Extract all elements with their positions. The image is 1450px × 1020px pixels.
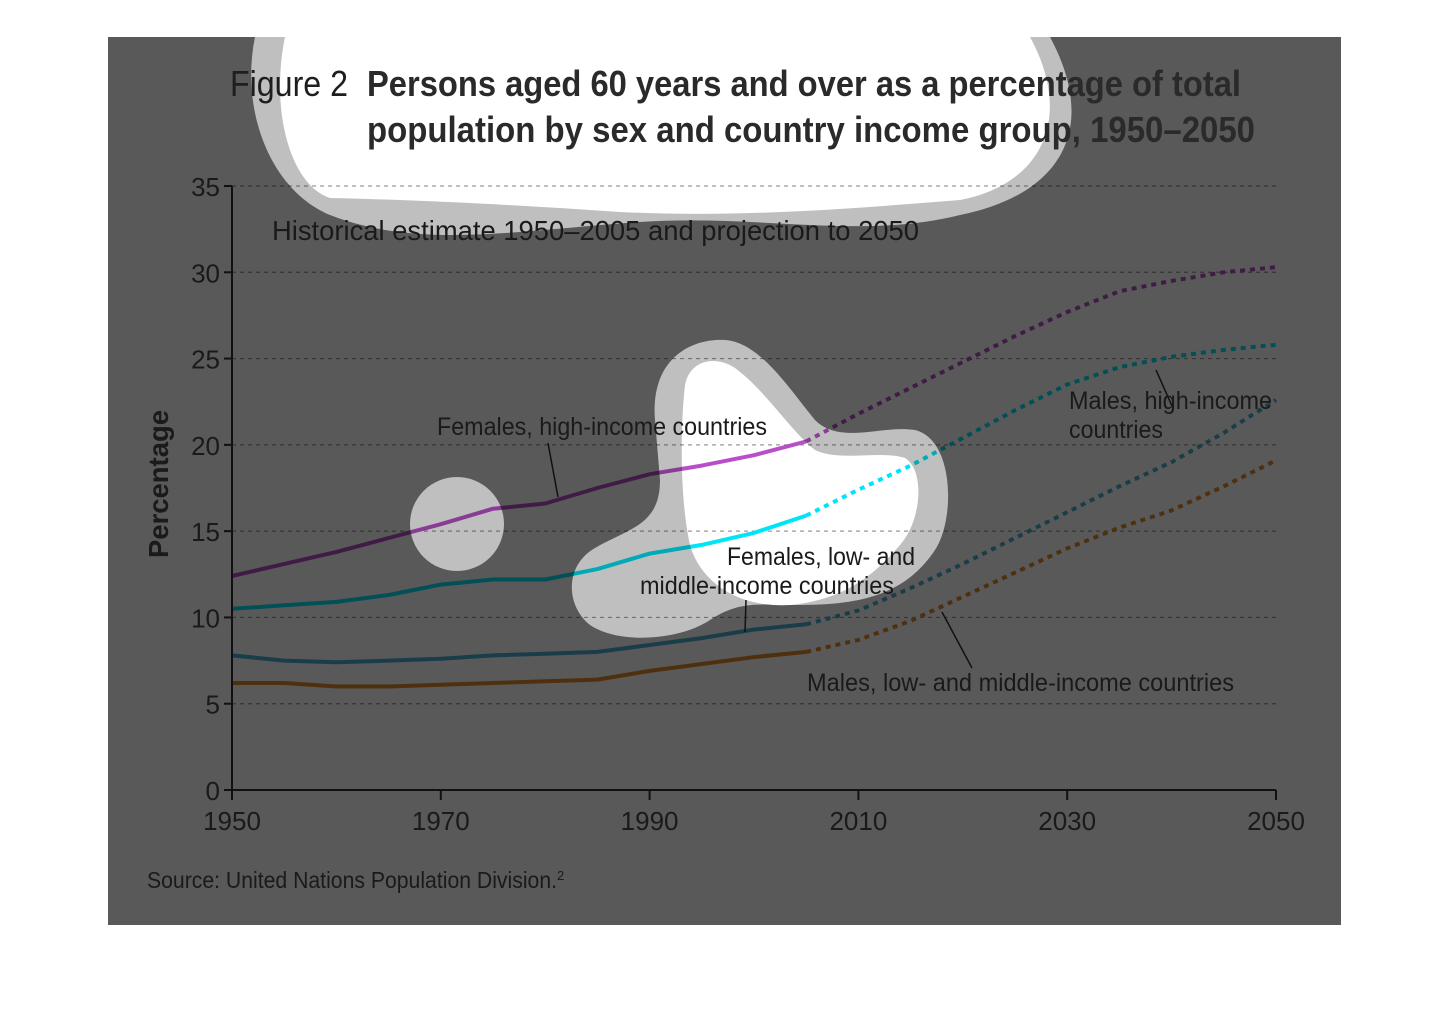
pointer-females-low [744, 599, 747, 633]
pointer-females-high [547, 442, 559, 498]
x-tick-label: 2030 [1038, 806, 1096, 836]
y-tick-label: 10 [191, 603, 220, 633]
pointer-males-low [941, 611, 973, 669]
chart-title-line1: Persons aged 60 years and over as a perc… [367, 63, 1241, 104]
y-tick-label: 35 [191, 172, 220, 202]
annotation-males-low: Males, low- and middle-income countries [807, 669, 1234, 697]
source-footnote: 2 [557, 868, 564, 883]
x-tick-label: 2010 [829, 806, 887, 836]
annotation-females-low-line1: Females, low- and [727, 543, 915, 571]
x-tick-label: 1970 [412, 806, 470, 836]
x-tick-label: 1990 [621, 806, 679, 836]
y-tick-label: 5 [206, 690, 220, 720]
y-tick-label: 20 [191, 431, 220, 461]
annotation-males-high-line2: countries [1069, 416, 1163, 444]
pointer-males-high [1155, 369, 1173, 407]
y-tick-label: 25 [191, 345, 220, 375]
annotation-males-high-line1: Males, high-income [1069, 387, 1272, 415]
x-tick-label: 2050 [1247, 806, 1305, 836]
chart-title-line2: population by sex and country income gro… [367, 109, 1255, 150]
dim-overlay [108, 37, 1341, 925]
y-axis-label: Percentage [143, 410, 174, 558]
y-tick-label: 15 [191, 517, 220, 547]
x-tick-label: 1950 [203, 806, 261, 836]
source-text: Source: United Nations Population Divisi… [147, 867, 557, 893]
annotation-females-high: Females, high-income countries [437, 413, 767, 441]
annotation-females-low-line2: middle-income countries [640, 572, 894, 600]
chart-subtitle: Historical estimate 1950–2005 and projec… [272, 215, 919, 246]
source-note: Source: United Nations Population Divisi… [147, 867, 564, 893]
axes: 0 5 10 15 20 25 30 35 1950 1970 1990 2010 2030 2050 [191, 172, 1305, 836]
figure-label: Figure 2 [230, 63, 348, 104]
y-tick-label: 0 [206, 776, 220, 806]
y-tick-label: 30 [191, 258, 220, 288]
